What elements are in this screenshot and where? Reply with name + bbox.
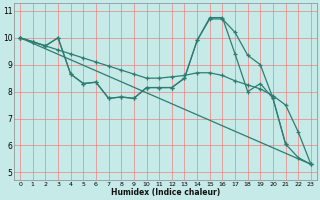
X-axis label: Humidex (Indice chaleur): Humidex (Indice chaleur) bbox=[111, 188, 220, 197]
